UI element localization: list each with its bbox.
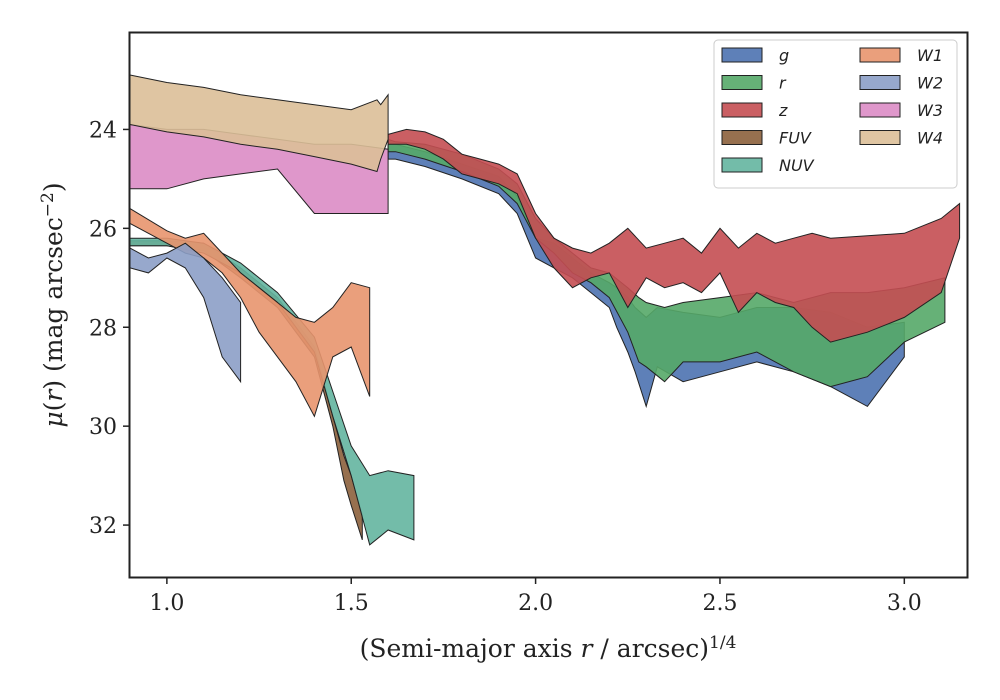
legend-label-w4: W4 [917,129,943,148]
y-tick-label: 24 [89,118,117,143]
legend: grz FUV NUV W1 W2 W3 W4 [713,39,958,189]
legend-swatch-r [721,75,763,90]
legend-label-g: g [779,46,789,65]
legend-label-fuv: FUV [779,129,812,148]
series-area-w4 [129,74,389,173]
legend-label-w2: W2 [917,74,943,93]
x-tick-label: 2.5 [702,591,737,616]
legend-label-r: r [779,74,787,93]
legend-swatch-fuv [721,130,763,145]
legend-swatch-w4 [859,130,901,145]
x-tick-label: 3.0 [887,591,922,616]
series-areas [129,74,961,546]
series-area-z [387,128,961,343]
series-area-w1 [129,207,371,418]
x-tick-label: 1.0 [149,591,184,616]
legend-swatch-z [721,102,763,118]
legend-swatch-g [721,47,763,63]
x-tick-label: 2.0 [518,591,553,616]
legend-swatch-w3 [859,102,901,118]
legend-swatch-w2 [859,75,901,90]
x-axis-label: (Semi-major axis r / arcsec)1/4 [360,633,737,663]
axis-ticks: 1.0 1.5 2.0 2.5 3.0 24 26 28 30 32 [89,118,922,616]
legend-label-w1: W1 [917,46,943,65]
series-area-nuv [129,237,415,546]
legend-label-nuv: NUV [779,156,815,175]
legend-label-w3: W3 [917,101,943,120]
y-tick-label: 28 [89,316,117,341]
x-tick-label: 1.5 [334,591,369,616]
legend-label-z: z [778,101,788,120]
series-area-w2 [129,242,242,384]
legend-swatch-nuv [721,157,763,173]
y-tick-label: 26 [89,217,117,242]
y-axis-label: μ(r) (mag arcsec−2) [38,182,68,427]
y-tick-label: 32 [89,514,117,539]
y-tick-label: 30 [89,415,117,440]
legend-swatch-w1 [859,47,901,63]
plot-frame [128,31,969,579]
